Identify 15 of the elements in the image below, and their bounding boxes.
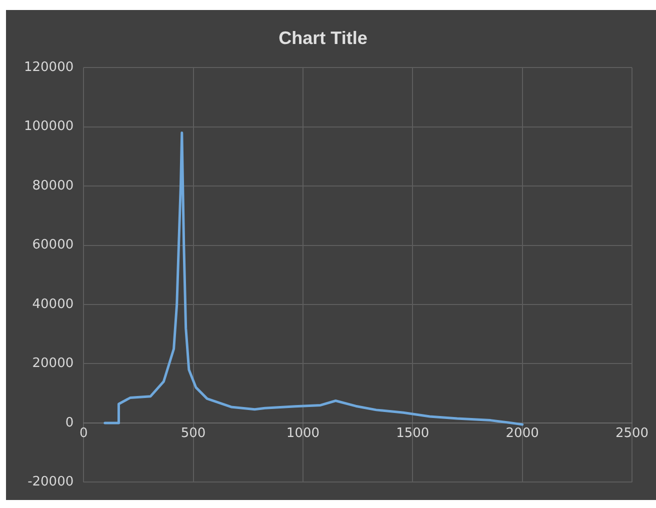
- x-tick-label: 1000: [286, 426, 320, 442]
- y-tick-label: 100000: [24, 119, 74, 134]
- chart-title: Chart Title: [278, 28, 368, 48]
- y-tick-label: -20000: [28, 474, 74, 490]
- x-tick-label: 2000: [506, 426, 539, 442]
- x-tick-label: 500: [180, 426, 206, 442]
- y-tick-label: 40000: [32, 296, 74, 312]
- x-tick-label: 1500: [396, 426, 430, 442]
- y-tick-label: 20000: [32, 356, 74, 372]
- y-tick-label: 80000: [32, 178, 74, 194]
- y-tick-label: 0: [65, 415, 74, 430]
- y-tick-label: 120000: [24, 60, 74, 75]
- x-tick-label: 0: [79, 426, 88, 442]
- x-tick-label: 2500: [615, 426, 649, 442]
- y-tick-label: 60000: [32, 238, 74, 253]
